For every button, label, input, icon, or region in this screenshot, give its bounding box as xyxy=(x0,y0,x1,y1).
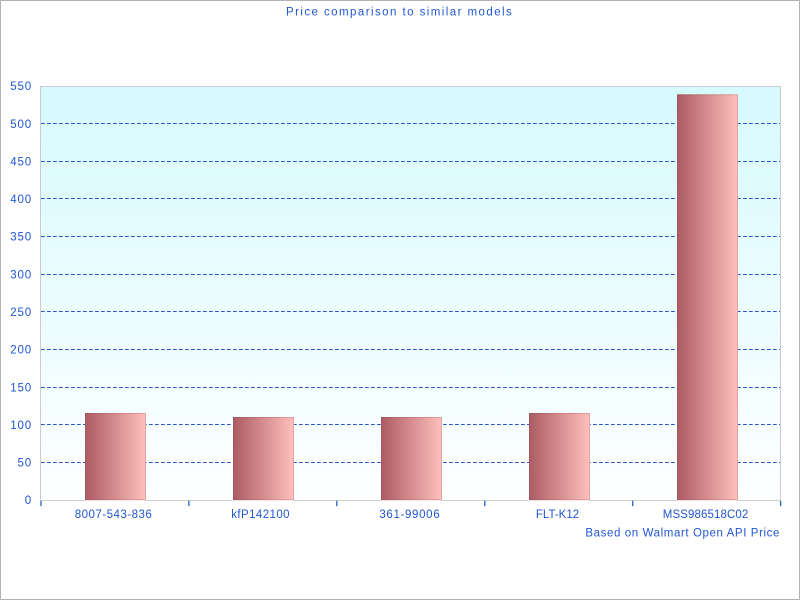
svg-text:300: 300 xyxy=(10,269,32,281)
svg-text:500: 500 xyxy=(10,119,32,131)
svg-text:100: 100 xyxy=(10,420,32,432)
svg-text:Based on Walmart Open API Pric: Based on Walmart Open API Price xyxy=(585,528,780,540)
svg-text:250: 250 xyxy=(10,307,32,319)
svg-text:150: 150 xyxy=(10,382,32,394)
svg-text:Price comparison to similar mo: Price comparison to similar models xyxy=(286,6,513,18)
svg-text:361-99006: 361-99006 xyxy=(379,509,440,521)
svg-text:FLT-K12: FLT-K12 xyxy=(536,509,579,521)
svg-text:350: 350 xyxy=(10,232,32,244)
svg-text:50: 50 xyxy=(18,458,33,470)
svg-text:MSS986518C02: MSS986518C02 xyxy=(663,509,749,521)
svg-text:400: 400 xyxy=(10,194,32,206)
svg-text:8007-543-836: 8007-543-836 xyxy=(75,509,153,521)
svg-text:0: 0 xyxy=(25,495,32,507)
svg-text:kfP142100: kfP142100 xyxy=(231,509,290,521)
svg-text:550: 550 xyxy=(10,81,32,93)
svg-text:450: 450 xyxy=(10,157,32,169)
svg-text:200: 200 xyxy=(10,345,32,357)
